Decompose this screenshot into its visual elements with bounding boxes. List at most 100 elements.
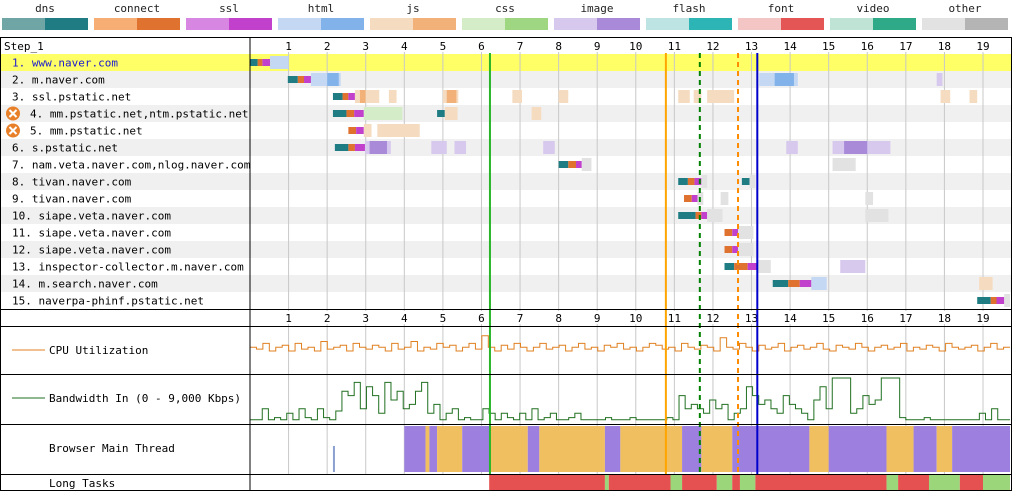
legend-label-css: css: [495, 2, 515, 15]
request-bar-other: [749, 175, 756, 188]
time-axis: 1 2 3 4 5 6 7 8 9 10 11 12 13 14 15 16 17 18 191 2 3 4 5 6 7 8 9 10…: [280, 39, 991, 325]
long-task-segment: [732, 475, 740, 490]
request-bar-ssl: [262, 59, 271, 66]
row-background: [0, 190, 1012, 207]
tick-bg: [782, 311, 799, 324]
request-label: 1. www.naver.com: [12, 57, 118, 70]
tick-bg: [782, 39, 799, 52]
tick-label-9: 9: [594, 312, 601, 325]
tick-label-13: 13: [745, 312, 758, 325]
request-label: 11. siape.veta.naver.com: [12, 227, 171, 240]
tick-bg: [512, 39, 529, 52]
long-task-segment: [755, 475, 887, 490]
request-label: 8. tivan.naver.com: [12, 176, 132, 189]
cpu-series-line: [250, 335, 1010, 352]
request-label: 15. naverpa-phinf.pstatic.net: [12, 295, 204, 308]
request-bar-ssl: [691, 195, 698, 202]
long-task-segment: [898, 475, 929, 490]
request-bar-connect: [348, 144, 355, 151]
event-markers: [488, 53, 759, 474]
request-bar-ssl: [732, 246, 739, 253]
tick-label-18: 18: [938, 40, 951, 53]
request-bar-dns: [678, 178, 688, 185]
tick-bg: [897, 311, 914, 324]
tick-label-19: 19: [976, 312, 989, 325]
tick-label-17: 17: [899, 40, 912, 53]
legend-swatch-dark-video: [873, 18, 916, 30]
tick-bg: [897, 39, 914, 52]
main-thread-segment: [701, 426, 733, 472]
long-task-segment: [886, 475, 899, 490]
legend-label-video: video: [856, 2, 889, 15]
request-bar-dns: [287, 76, 298, 83]
request-bar-ssl: [694, 178, 702, 185]
request-bar-connect: [724, 246, 733, 253]
main-thread-segment: [913, 426, 937, 472]
request-bar-other: [738, 226, 754, 239]
error-icon-cross: [8, 126, 18, 135]
request-label: 13. inspector-collector.m.naver.com: [12, 261, 244, 274]
tick-label-15: 15: [822, 40, 835, 53]
tick-label-18: 18: [938, 312, 951, 325]
legend-swatch-light-dns: [2, 18, 45, 30]
request-bar-other: [1004, 294, 1010, 307]
tick-bg: [704, 39, 721, 52]
tick-label-10: 10: [629, 40, 642, 53]
main-thread-segment: [732, 426, 810, 472]
request-bar-other: [865, 192, 874, 205]
request-bar-connect: [695, 212, 702, 219]
request-bar-connect: [257, 59, 263, 66]
legend-swatch-dark-ssl: [229, 18, 272, 30]
tick-label-11: 11: [668, 312, 681, 325]
long-task-segment: [982, 475, 1010, 490]
main-thread-segment: [620, 426, 683, 472]
legend-swatch-light-ssl: [186, 18, 229, 30]
frame: [0, 37, 1012, 491]
row-background: [0, 156, 1012, 173]
tick-bg: [319, 39, 336, 52]
row-background: [0, 88, 1012, 105]
request-bar-ssl: [348, 93, 355, 100]
tick-bg: [434, 39, 451, 52]
request-bar-ssl: [304, 76, 311, 83]
tick-bg: [974, 311, 991, 324]
legend-swatch-dark-image: [597, 18, 640, 30]
tick-bg: [396, 311, 413, 324]
request-bar-js: [969, 90, 978, 103]
legend-swatch-dark-css: [505, 18, 548, 30]
legend-label-dns: dns: [35, 2, 55, 15]
tick-bg: [743, 311, 760, 324]
legend-swatch-dark-other: [965, 18, 1008, 30]
row-background: [0, 275, 1012, 292]
request-bar-js: [707, 90, 725, 103]
legend-swatch-light-flash: [646, 18, 689, 30]
long-task-segment: [682, 475, 717, 490]
tick-label-19: 19: [976, 40, 989, 53]
request-bar-dns: [977, 297, 991, 304]
tick-bg: [319, 311, 336, 324]
tick-bg: [512, 311, 529, 324]
tick-label-6: 6: [478, 40, 485, 53]
tick-bg: [666, 311, 683, 324]
tick-label-14: 14: [783, 312, 797, 325]
tick-label-8: 8: [555, 40, 562, 53]
request-bar-image: [840, 260, 866, 273]
tick-bg: [704, 311, 721, 324]
main-thread-segment: [429, 426, 438, 472]
row-background: [0, 241, 1012, 258]
row-background: [0, 224, 1012, 241]
tick-bg: [859, 311, 876, 324]
request-label: 2. m.naver.com: [12, 74, 105, 87]
main-thread-segment: [425, 426, 430, 472]
tick-bg: [434, 311, 451, 324]
main-thread-label: Browser Main Thread: [49, 442, 175, 455]
request-bar-js: [940, 90, 951, 103]
request-bar-connect: [724, 229, 733, 236]
legend-swatch-light-connect: [94, 18, 137, 30]
request-bar-image: [454, 141, 467, 154]
request-bar-dns: [678, 212, 696, 219]
legend-swatch-dark-font: [781, 18, 824, 30]
request-bar-connect: [684, 195, 692, 202]
tick-bg: [357, 39, 374, 52]
